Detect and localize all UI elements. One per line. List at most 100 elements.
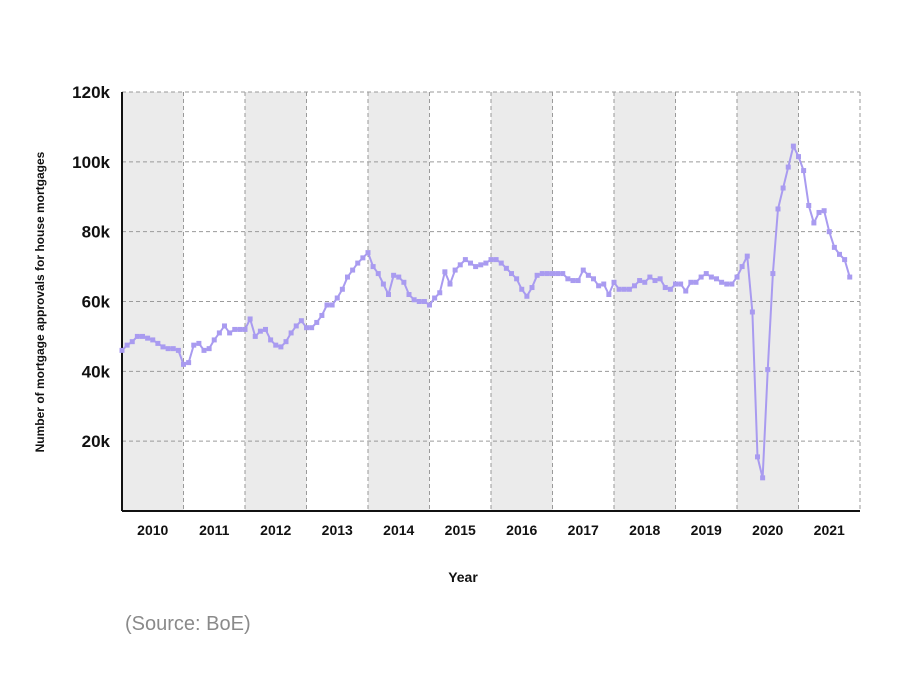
- y-tick-label: 20k: [82, 432, 111, 451]
- data-point: [293, 323, 299, 329]
- data-point: [447, 281, 453, 287]
- data-point: [544, 271, 550, 277]
- data-point: [452, 267, 458, 273]
- data-point: [667, 286, 673, 292]
- data-point: [821, 208, 827, 214]
- data-point: [842, 257, 848, 263]
- data-point: [503, 265, 509, 271]
- data-point: [252, 333, 258, 339]
- data-point: [785, 164, 791, 170]
- data-point: [401, 279, 407, 285]
- data-point: [539, 271, 545, 277]
- data-point: [421, 299, 427, 304]
- data-point: [468, 260, 473, 266]
- data-point: [196, 340, 202, 346]
- data-point: [688, 279, 694, 285]
- x-tick-label: 2015: [445, 522, 476, 538]
- data-point: [514, 276, 520, 282]
- data-point: [678, 281, 684, 287]
- data-point: [283, 339, 289, 345]
- data-point: [626, 286, 632, 292]
- data-point: [165, 346, 171, 352]
- y-axis-title: Number of mortgage approvals for house m…: [33, 151, 47, 452]
- data-point: [796, 154, 801, 160]
- y-tick-label: 100k: [72, 153, 110, 172]
- data-point: [427, 302, 432, 308]
- data-point: [739, 264, 745, 270]
- x-axis-title: Year: [448, 569, 478, 585]
- data-point: [170, 346, 176, 352]
- x-tick-label: 2018: [629, 522, 660, 538]
- data-point: [498, 260, 504, 266]
- data-point: [714, 276, 719, 282]
- data-point: [396, 274, 402, 280]
- data-point: [319, 312, 325, 318]
- data-point: [519, 286, 525, 292]
- data-point: [790, 143, 796, 149]
- data-point: [314, 319, 320, 325]
- data-point: [826, 229, 832, 235]
- data-point: [222, 323, 227, 329]
- data-point: [406, 292, 412, 298]
- data-point: [206, 346, 212, 352]
- data-point: [227, 330, 233, 336]
- data-point: [478, 262, 484, 268]
- data-point: [473, 264, 479, 270]
- data-point: [698, 274, 704, 280]
- data-point: [437, 290, 443, 296]
- x-tick-label: 2016: [506, 522, 537, 538]
- x-tick-labels: 2010 2011 2012 2013 2014 2015 2016 2017 2018 2019…: [137, 522, 845, 538]
- x-tick-label: 2012: [260, 522, 291, 538]
- data-point: [124, 342, 130, 348]
- data-point: [673, 281, 678, 287]
- data-point: [708, 274, 714, 280]
- axes: [121, 92, 860, 512]
- data-point: [729, 281, 735, 287]
- data-point: [329, 302, 335, 308]
- data-point: [134, 333, 140, 339]
- data-point: [278, 344, 284, 350]
- data-point: [637, 278, 643, 284]
- data-point: [242, 326, 248, 332]
- data-point: [755, 454, 760, 460]
- data-point: [181, 361, 186, 367]
- x-tick-label: 2010: [137, 522, 168, 538]
- data-point: [247, 316, 253, 322]
- data-point: [140, 333, 145, 339]
- data-point: [509, 271, 514, 277]
- x-tick-label: 2021: [814, 522, 845, 538]
- data-point: [288, 330, 294, 336]
- data-point: [657, 276, 663, 282]
- data-point: [160, 344, 166, 350]
- data-point: [150, 337, 156, 343]
- data-point: [734, 274, 740, 280]
- data-point: [380, 281, 386, 287]
- data-point: [529, 285, 535, 291]
- data-point: [365, 250, 371, 256]
- data-point: [268, 337, 274, 343]
- data-point: [642, 279, 648, 285]
- data-point: [621, 286, 627, 292]
- x-tick-label: 2017: [568, 522, 599, 538]
- data-point: [765, 367, 771, 373]
- data-point: [493, 257, 499, 263]
- data-point: [483, 260, 489, 266]
- data-point: [585, 272, 591, 278]
- data-point: [391, 272, 397, 278]
- data-point: [801, 168, 807, 174]
- data-point: [770, 271, 776, 277]
- data-point: [457, 262, 463, 268]
- data-point: [780, 185, 786, 191]
- data-point: [355, 260, 361, 266]
- data-point: [837, 251, 842, 257]
- data-point: [237, 326, 243, 332]
- data-point: [760, 475, 766, 481]
- y-tick-label: 80k: [82, 223, 111, 242]
- data-point: [375, 271, 381, 277]
- data-point: [560, 271, 566, 277]
- data-point: [309, 325, 315, 331]
- data-point: [683, 288, 689, 294]
- data-point: [345, 274, 350, 280]
- data-point: [370, 264, 376, 270]
- data-point: [591, 276, 596, 282]
